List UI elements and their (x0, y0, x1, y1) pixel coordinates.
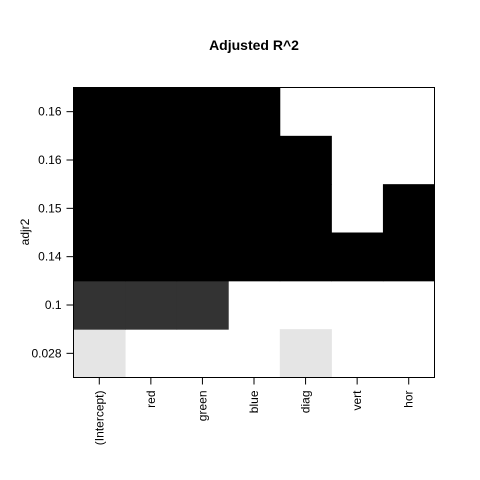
heatmap-cell (74, 233, 126, 282)
heatmap-cells (74, 88, 436, 379)
x-tick-label: blue (247, 390, 261, 413)
heatmap-cell (74, 329, 126, 378)
heatmap-cell (125, 233, 177, 282)
heatmap-cell (280, 329, 332, 378)
x-axis: (Intercept) red green blue diag vert hor (92, 378, 415, 446)
heatmap-cell (383, 233, 435, 282)
heatmap-cell (280, 136, 332, 185)
y-tick-label: 0.16 (38, 105, 62, 119)
y-axis-label: adjr2 (18, 218, 32, 245)
x-tick-label: vert (350, 390, 364, 411)
y-tick-label: 0.028 (31, 346, 61, 360)
x-tick-label: red (144, 391, 158, 408)
x-tick-label: green (195, 391, 209, 422)
heatmap-cell (228, 184, 280, 233)
heatmap-cell (177, 88, 229, 137)
heatmap-cell (228, 88, 280, 137)
heatmap-cell (280, 184, 332, 233)
heatmap-cell (177, 281, 229, 330)
y-tick-label: 0.1 (45, 298, 62, 312)
heatmap-cell (74, 184, 126, 233)
chart-title: Adjusted R^2 (209, 37, 299, 53)
heatmap-cell (280, 233, 332, 282)
heatmap-cell (125, 184, 177, 233)
heatmap-cell (125, 136, 177, 185)
heatmap-cell (125, 88, 177, 137)
heatmap-cell (177, 184, 229, 233)
heatmap-cell (177, 136, 229, 185)
heatmap-cell (125, 281, 177, 330)
heatmap-cell (383, 184, 435, 233)
x-tick-label: diag (299, 391, 313, 414)
heatmap-cell (228, 136, 280, 185)
y-axis: 0.028 0.1 0.14 0.15 0.16 0.16 (31, 105, 73, 361)
heatmap-cell (228, 233, 280, 282)
y-tick-label: 0.14 (38, 250, 62, 264)
x-tick-label: hor (402, 390, 416, 407)
y-tick-label: 0.16 (38, 153, 62, 167)
heatmap-cell (74, 281, 126, 330)
heatmap-cell (331, 233, 383, 282)
heatmap-cell (177, 233, 229, 282)
y-tick-label: 0.15 (38, 201, 62, 215)
heatmap-cell (74, 136, 126, 185)
heatmap-cell (74, 88, 126, 137)
x-tick-label: (Intercept) (92, 390, 106, 445)
